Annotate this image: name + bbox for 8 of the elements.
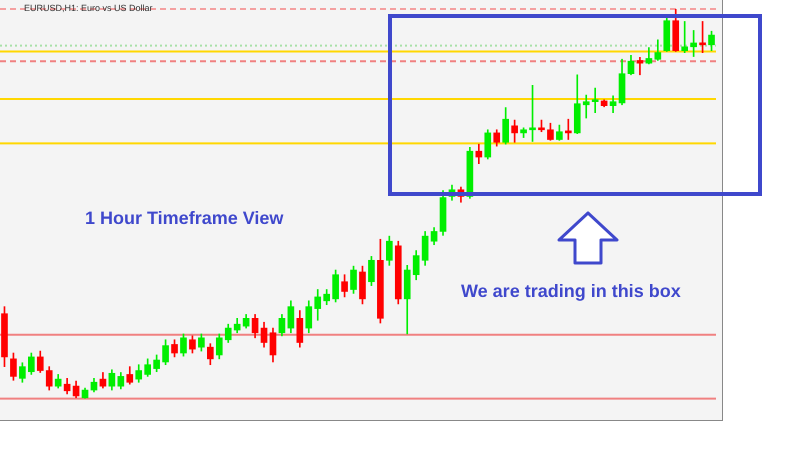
candlestick [529, 85, 536, 142]
candlestick [699, 21, 706, 53]
candlestick [610, 96, 616, 113]
annotation: We are trading in this box [461, 281, 681, 302]
annotation: 1 Hour Timeframe View [85, 208, 284, 229]
candlestick [538, 120, 545, 132]
candlestick [636, 56, 644, 76]
chart-title: EURUSD,H1: Euro vs US Dollar [24, 3, 153, 13]
